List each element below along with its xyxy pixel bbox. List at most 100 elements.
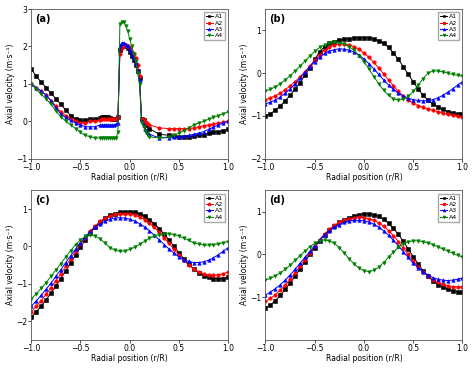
A3 — [127, 217, 133, 221]
A2 — [435, 109, 441, 114]
Text: (d): (d) — [269, 195, 285, 205]
A2 — [460, 114, 465, 119]
A2 — [371, 218, 377, 223]
A4 — [435, 69, 441, 73]
A3 — [307, 65, 313, 69]
A4 — [102, 241, 108, 245]
A1 — [206, 275, 211, 280]
A4 — [145, 132, 150, 137]
A3 — [420, 269, 426, 274]
A1 — [176, 251, 182, 255]
A1 — [331, 224, 337, 228]
A1 — [38, 304, 44, 308]
A4 — [68, 248, 73, 253]
A2 — [58, 272, 64, 276]
A4 — [391, 250, 396, 254]
A4 — [405, 239, 411, 244]
A2 — [127, 212, 133, 216]
A4 — [263, 278, 268, 282]
A1 — [92, 224, 98, 229]
A1 — [135, 69, 140, 73]
A4 — [307, 54, 313, 58]
A1 — [112, 211, 118, 216]
A2 — [366, 55, 372, 59]
Line: A3: A3 — [29, 216, 230, 308]
A3 — [109, 123, 115, 127]
A3 — [273, 286, 278, 291]
A3 — [161, 242, 167, 247]
A1 — [287, 281, 293, 285]
A4 — [196, 242, 201, 246]
A4 — [267, 87, 273, 92]
A3 — [206, 258, 211, 262]
A4 — [351, 262, 357, 266]
A4 — [450, 72, 456, 77]
A1 — [196, 270, 201, 275]
A3 — [415, 98, 421, 103]
A2 — [196, 270, 201, 274]
A1 — [302, 259, 308, 264]
A4 — [73, 127, 78, 131]
A1 — [277, 293, 283, 298]
A2 — [430, 108, 436, 113]
A1 — [312, 245, 318, 250]
A1 — [263, 114, 268, 118]
A4 — [435, 245, 441, 249]
A4 — [391, 97, 396, 101]
A3 — [53, 274, 59, 279]
A3 — [425, 273, 431, 277]
A1 — [156, 226, 162, 231]
A4 — [181, 236, 187, 241]
A4 — [191, 241, 197, 245]
A2 — [129, 50, 135, 54]
A1 — [460, 111, 465, 116]
A4 — [287, 263, 293, 268]
A1 — [401, 65, 406, 69]
A3 — [97, 221, 103, 226]
A3 — [146, 228, 152, 233]
A3 — [327, 228, 332, 233]
A1 — [322, 44, 328, 49]
A1 — [455, 111, 460, 116]
A3 — [371, 222, 377, 226]
A4 — [201, 243, 207, 247]
A4 — [327, 239, 332, 243]
A3 — [119, 41, 125, 45]
A4 — [33, 292, 39, 296]
A2 — [445, 283, 450, 288]
A1 — [186, 262, 191, 267]
A1 — [346, 215, 352, 220]
A1 — [312, 57, 318, 62]
A3 — [283, 278, 288, 282]
A3 — [283, 91, 288, 96]
A4 — [381, 88, 386, 92]
A3 — [196, 260, 201, 265]
A4 — [425, 71, 431, 75]
A3 — [337, 223, 342, 227]
A2 — [361, 215, 367, 220]
A4 — [58, 262, 64, 266]
A1 — [146, 217, 152, 222]
A3 — [420, 99, 426, 103]
A1 — [73, 117, 78, 121]
A2 — [68, 256, 73, 261]
A4 — [331, 241, 337, 246]
A4 — [297, 64, 303, 69]
A4 — [82, 234, 88, 239]
A3 — [58, 268, 64, 272]
A4 — [450, 251, 456, 255]
Y-axis label: Axial velocity (m·s⁻¹): Axial velocity (m·s⁻¹) — [240, 225, 249, 306]
A2 — [171, 247, 177, 252]
A3 — [297, 261, 303, 266]
A3 — [405, 255, 411, 260]
A3 — [220, 249, 226, 254]
A1 — [396, 232, 401, 237]
A3 — [346, 219, 352, 223]
A2 — [156, 230, 162, 234]
A4 — [405, 94, 411, 99]
A4 — [127, 247, 133, 252]
A4 — [455, 73, 460, 77]
A3 — [186, 259, 191, 263]
A3 — [361, 218, 367, 223]
A4 — [283, 78, 288, 82]
